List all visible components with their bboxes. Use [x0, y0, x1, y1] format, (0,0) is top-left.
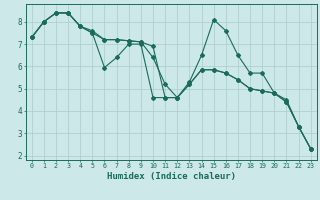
X-axis label: Humidex (Indice chaleur): Humidex (Indice chaleur) — [107, 172, 236, 181]
